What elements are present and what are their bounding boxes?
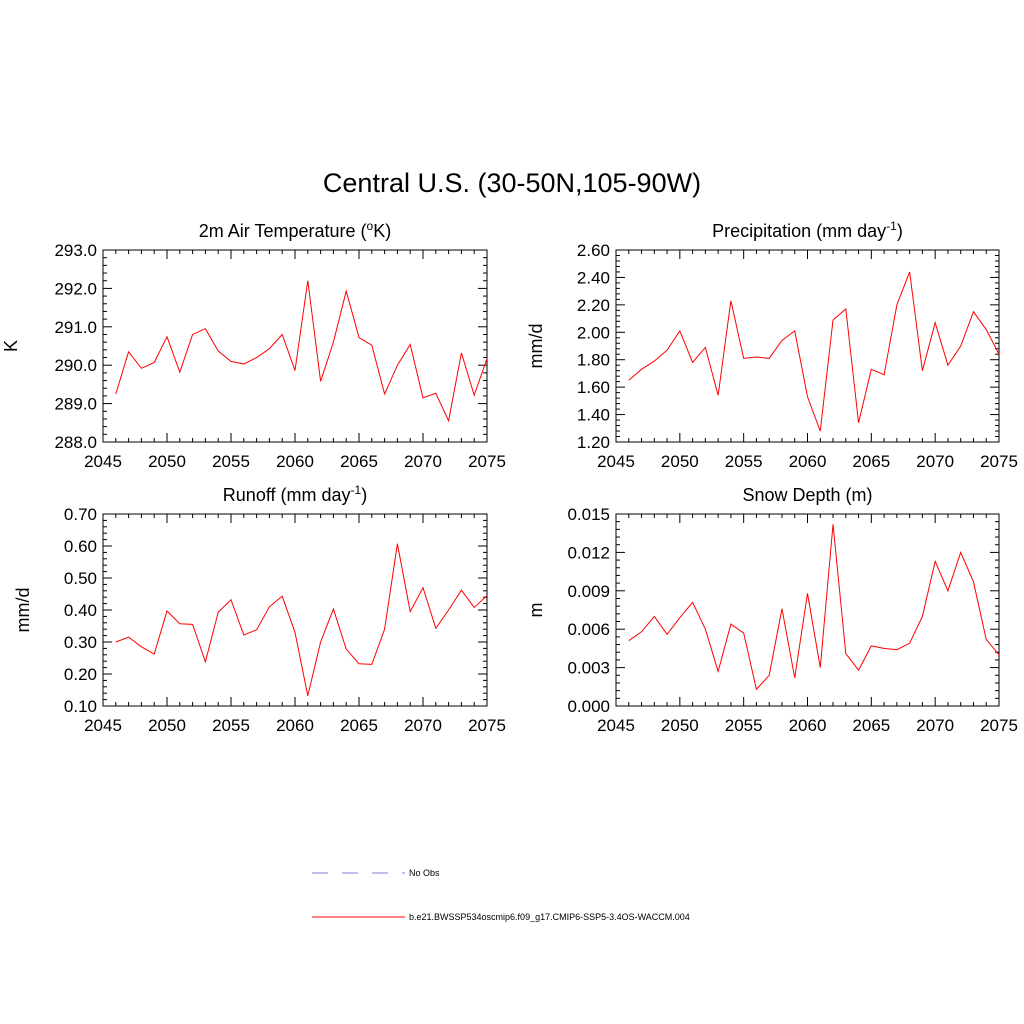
precipitation-y-tick-label: 1.20 bbox=[577, 433, 610, 452]
precipitation-x-tick-label: 2075 bbox=[980, 452, 1018, 471]
snow-depth-x-tick-label: 2075 bbox=[980, 716, 1018, 735]
air-temperature-title: 2m Air Temperature (oK) bbox=[199, 219, 391, 241]
precipitation-y-tick-label: 2.20 bbox=[577, 296, 610, 315]
snow-depth-y-tick-label: 0.006 bbox=[567, 620, 610, 639]
precipitation-x-tick-label: 2055 bbox=[725, 452, 763, 471]
panel-runoff: 2045 2050 2055 2060 2065 2070 2075 0.10 0.20 0.30… bbox=[13, 483, 506, 735]
snow-depth-y-axis-label: m bbox=[526, 603, 546, 618]
air-temperature-y-axis-label: K bbox=[1, 340, 21, 352]
air-temperature-frame bbox=[102, 249, 488, 443]
air-temperature-series-line bbox=[115, 280, 488, 423]
precipitation-y-tick-label: 2.60 bbox=[577, 241, 610, 260]
runoff-y-tick-label: 0.20 bbox=[64, 665, 97, 684]
precipitation-x-tick-label: 2050 bbox=[661, 452, 699, 471]
snow-depth-x-tick-label: 2070 bbox=[916, 716, 954, 735]
precipitation-x-tick-label: 2045 bbox=[597, 452, 635, 471]
runoff-x-tick-label: 2060 bbox=[276, 716, 314, 735]
snow-depth-title: Snow Depth (m) bbox=[742, 485, 872, 505]
precipitation-y-tick-label: 1.80 bbox=[577, 351, 610, 370]
legend: No Obs b.e21.BWSSP534oscmip6.f09_g17.CMI… bbox=[312, 868, 690, 922]
runoff-x-tick-label: 2075 bbox=[468, 716, 506, 735]
air-temperature-x-tick-label: 2045 bbox=[84, 452, 122, 471]
snow-depth-y-tick-label: 0.003 bbox=[567, 659, 610, 678]
precipitation-y-tick-label: 2.00 bbox=[577, 323, 610, 342]
main-title: Central U.S. (30-50N,105-90W) bbox=[322, 168, 702, 198]
panel-air-temperature: 2045 2050 2055 2060 2065 2070 2075 288.0 289.0 29… bbox=[1, 219, 506, 471]
runoff-y-tick-label: 0.70 bbox=[64, 505, 97, 524]
precipitation-x-tick-label: 2065 bbox=[852, 452, 890, 471]
runoff-y-tick-label: 0.50 bbox=[64, 569, 97, 588]
precipitation-title: Precipitation (mm day-1) bbox=[712, 219, 903, 241]
air-temperature-x-tick-label: 2060 bbox=[276, 452, 314, 471]
runoff-y-axis-label: mm/d bbox=[13, 588, 33, 633]
precipitation-frame bbox=[615, 249, 1000, 443]
air-temperature-y-tick-label: 293.0 bbox=[54, 241, 97, 260]
panel-snow-depth: 2045 2050 2055 2060 2065 2070 2075 0.000 0.003 0.… bbox=[526, 485, 1018, 735]
precipitation-x-tick-label: 2070 bbox=[916, 452, 954, 471]
precipitation-y-tick-label: 1.60 bbox=[577, 378, 610, 397]
runoff-frame bbox=[102, 513, 488, 707]
precipitation-y-axis-label: mm/d bbox=[526, 324, 546, 369]
air-temperature-x-tick-label: 2055 bbox=[212, 452, 250, 471]
snow-depth-x-tick-label: 2060 bbox=[789, 716, 827, 735]
runoff-series-line bbox=[115, 543, 488, 696]
legend-model-label: b.e21.BWSSP534oscmip6.f09_g17.CMIP6-SSP5… bbox=[409, 912, 690, 922]
snow-depth-y-tick-label: 0.000 bbox=[567, 697, 610, 716]
runoff-y-tick-label: 0.60 bbox=[64, 537, 97, 556]
snow-depth-y-tick-label: 0.009 bbox=[567, 582, 610, 601]
air-temperature-y-tick-label: 288.0 bbox=[54, 433, 97, 452]
air-temperature-x-tick-label: 2050 bbox=[148, 452, 186, 471]
runoff-x-tick-label: 2045 bbox=[84, 716, 122, 735]
runoff-y-tick-label: 0.10 bbox=[64, 697, 97, 716]
snow-depth-y-tick-label: 0.012 bbox=[567, 543, 610, 562]
runoff-title: Runoff (mm day-1) bbox=[223, 483, 367, 505]
air-temperature-x-tick-label: 2065 bbox=[340, 452, 378, 471]
air-temperature-x-tick-label: 2075 bbox=[468, 452, 506, 471]
air-temperature-x-tick-label: 2070 bbox=[404, 452, 442, 471]
snow-depth-series-line bbox=[628, 524, 1000, 691]
precipitation-series-line bbox=[628, 271, 1000, 432]
snow-depth-frame bbox=[615, 513, 1000, 707]
runoff-x-tick-label: 2055 bbox=[212, 716, 250, 735]
air-temperature-y-tick-label: 289.0 bbox=[54, 395, 97, 414]
air-temperature-y-tick-label: 291.0 bbox=[54, 318, 97, 337]
air-temperature-y-tick-label: 290.0 bbox=[54, 356, 97, 375]
snow-depth-x-tick-label: 2055 bbox=[725, 716, 763, 735]
precipitation-y-tick-label: 1.40 bbox=[577, 406, 610, 425]
runoff-x-tick-label: 2050 bbox=[148, 716, 186, 735]
snow-depth-x-tick-label: 2065 bbox=[852, 716, 890, 735]
snow-depth-y-tick-label: 0.015 bbox=[567, 505, 610, 524]
runoff-x-tick-label: 2065 bbox=[340, 716, 378, 735]
precipitation-x-tick-label: 2060 bbox=[789, 452, 827, 471]
panel-precipitation: 2045 2050 2055 2060 2065 2070 2075 1.20 1.40 1.60… bbox=[526, 219, 1018, 471]
snow-depth-x-tick-label: 2045 bbox=[597, 716, 635, 735]
snow-depth-x-tick-label: 2050 bbox=[661, 716, 699, 735]
runoff-y-tick-label: 0.40 bbox=[64, 601, 97, 620]
legend-obs-label: No Obs bbox=[409, 868, 440, 878]
air-temperature-y-tick-label: 292.0 bbox=[54, 279, 97, 298]
precipitation-y-tick-label: 2.40 bbox=[577, 268, 610, 287]
runoff-x-tick-label: 2070 bbox=[404, 716, 442, 735]
runoff-y-tick-label: 0.30 bbox=[64, 633, 97, 652]
